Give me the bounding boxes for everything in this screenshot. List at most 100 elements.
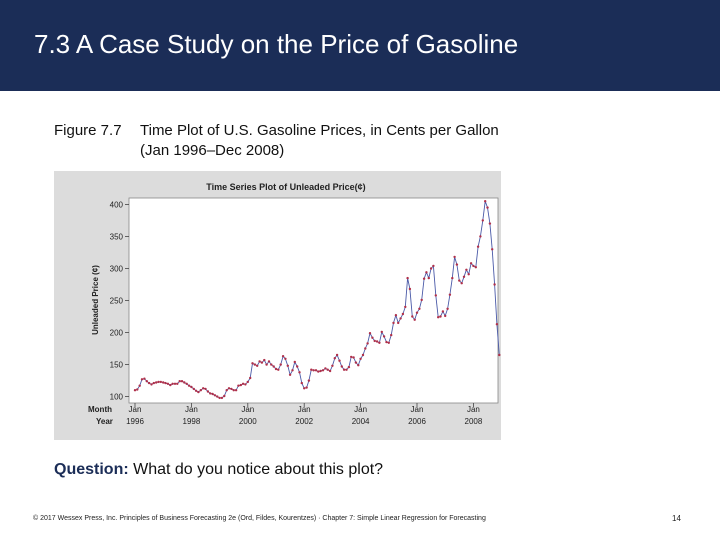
data-point [429,267,433,270]
data-point [260,361,264,364]
data-point [183,381,186,384]
x-label-month: Month [88,405,112,414]
data-point [267,360,271,363]
data-point [253,363,257,366]
data-point [176,382,179,385]
data-point [432,264,435,268]
data-point [425,271,428,274]
data-point [265,363,268,366]
data-point [136,388,139,391]
data-point [491,248,494,251]
data-point [415,311,419,314]
data-point [237,384,240,387]
data-point [147,381,151,385]
data-point [422,277,426,280]
data-point [455,263,459,266]
x-tick-year-label: 1996 [126,417,144,426]
data-point [328,369,332,373]
chart-container: Time Series Plot of Unleaded Price(¢) Un… [54,171,501,440]
data-point [312,369,315,372]
data-point [484,200,487,203]
caption-line-1: Time Plot of U.S. Gasoline Prices, in Ce… [140,122,499,139]
x-tick-month-label: Jan [411,405,424,414]
data-point [321,369,325,372]
data-point [263,358,266,362]
data-point [495,323,499,326]
data-point [434,294,437,297]
data-point [345,368,348,371]
data-point [209,392,212,395]
data-point [364,347,367,350]
y-tick-label: 250 [110,297,124,306]
data-point [335,353,339,357]
chart-title: Time Series Plot of Unleaded Price(¢) [206,182,365,192]
data-point [352,356,355,359]
data-point [368,332,372,335]
data-point [392,321,395,325]
data-point [192,387,195,391]
x-tick-month-label: Jan [185,405,198,414]
data-point [408,287,412,291]
data-point [145,380,148,383]
data-point [239,383,242,387]
data-point [204,387,207,391]
data-point [467,273,470,276]
data-point [331,364,334,367]
data-point [324,367,327,370]
data-point [206,390,210,393]
x-tick-year-label: 2006 [408,417,426,426]
data-point [185,382,188,385]
data-point [197,390,200,394]
plot-area [128,197,499,404]
data-point [286,364,289,367]
data-point [385,340,388,344]
data-point [319,369,322,373]
data-point [441,310,445,313]
data-point [246,380,249,384]
x-tick-year-label: 1998 [183,417,201,426]
data-point [291,369,294,372]
data-point [481,219,484,222]
data-point [437,316,440,319]
data-point [234,389,238,392]
data-point [180,380,184,383]
data-point [199,389,202,392]
x-tick-month-label: Jan [129,405,142,414]
x-tick-month-label: Jan [298,405,311,414]
data-point [465,268,468,271]
data-point [173,382,177,385]
data-point [152,381,155,385]
data-point [486,206,489,209]
data-point [213,394,217,397]
data-point [439,315,442,318]
x-tick-month-label: Jan [241,405,254,414]
data-point [479,235,482,238]
data-point [162,381,165,384]
data-point [366,342,369,345]
data-point [202,387,205,390]
data-point [340,365,343,368]
x-tick-year-label: 2002 [295,417,313,426]
data-point [220,396,224,400]
data-point [150,383,153,386]
data-point [190,385,193,389]
header-band [0,0,720,91]
footer-citation: © 2017 Wessex Press, Inc. Principles of … [33,515,486,522]
data-point [399,317,402,320]
data-point [350,355,353,359]
data-point [413,318,416,321]
x-tick-year-label: 2004 [352,417,370,426]
question-text: What do you notice about this plot? [128,461,384,478]
data-point [314,369,318,372]
data-point [444,314,447,318]
y-axis-label: Unleaded Price (¢) [91,265,100,335]
x-tick-month-label: Jan [354,405,367,414]
data-point [427,276,430,280]
data-point [281,355,285,358]
data-point [166,382,170,385]
data-point [476,245,480,248]
data-point [326,368,329,371]
data-point [342,368,346,371]
y-tick-label: 200 [110,329,124,338]
caption-number: Figure 7.7 [54,122,122,139]
